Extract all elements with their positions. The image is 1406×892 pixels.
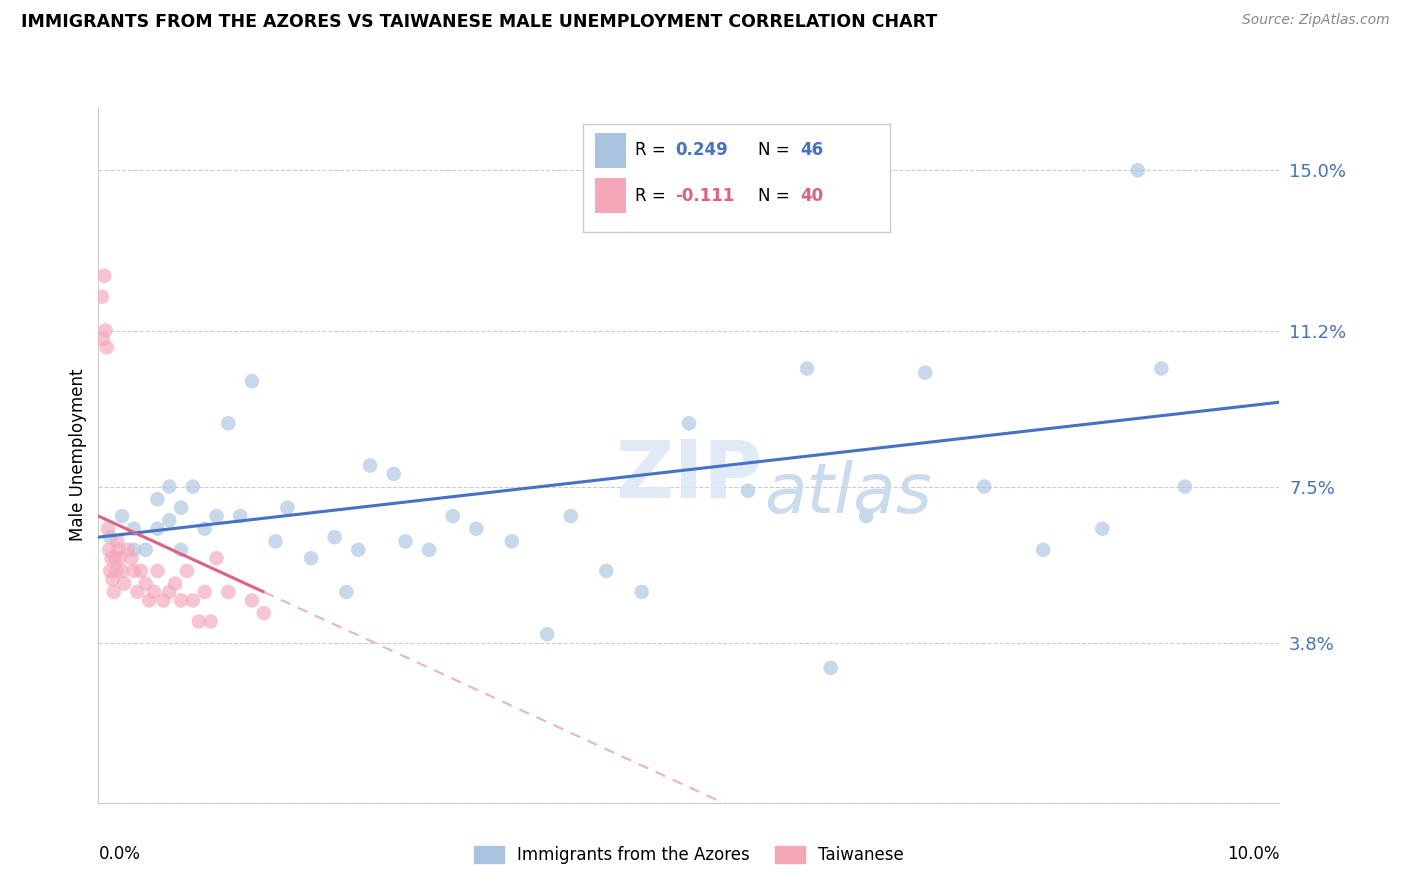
- Point: [98, 542, 121, 557]
- Point: [122, 564, 145, 578]
- Text: Source: ZipAtlas.com: Source: ZipAtlas.com: [1241, 13, 1389, 28]
- Point: [187, 615, 209, 629]
- Point: [595, 564, 617, 578]
- Point: [299, 551, 322, 566]
- Point: [347, 542, 370, 557]
- Point: [98, 564, 121, 578]
- Point: [152, 593, 174, 607]
- Point: [146, 492, 169, 507]
- Point: [122, 542, 145, 557]
- Point: [973, 479, 995, 493]
- Point: [127, 585, 149, 599]
- Point: [240, 593, 263, 607]
- Point: [103, 585, 125, 599]
- Point: [630, 585, 652, 599]
- Point: [1091, 522, 1114, 536]
- Point: [1126, 163, 1149, 178]
- Point: [135, 542, 157, 557]
- Point: [194, 522, 217, 536]
- Point: [441, 509, 464, 524]
- Point: [536, 627, 558, 641]
- Text: ZIP: ZIP: [616, 437, 762, 515]
- Point: [181, 479, 204, 493]
- Point: [323, 530, 346, 544]
- Point: [205, 509, 228, 524]
- Point: [142, 585, 165, 599]
- Point: [117, 542, 139, 557]
- Point: [217, 585, 239, 599]
- Point: [165, 576, 187, 591]
- Point: [157, 479, 180, 493]
- Point: [737, 483, 759, 498]
- Point: [501, 534, 523, 549]
- Point: [146, 564, 169, 578]
- Point: [1032, 542, 1054, 557]
- Text: 10.0%: 10.0%: [1227, 845, 1279, 863]
- Point: [465, 522, 488, 536]
- Point: [253, 606, 276, 620]
- Point: [217, 417, 239, 431]
- Point: [105, 564, 128, 578]
- Point: [1150, 361, 1173, 376]
- Point: [98, 530, 121, 544]
- Point: [418, 542, 440, 557]
- Y-axis label: Male Unemployment: Male Unemployment: [69, 368, 87, 541]
- Point: [560, 509, 582, 524]
- Point: [181, 593, 204, 607]
- Point: [200, 615, 222, 629]
- Point: [194, 585, 217, 599]
- Point: [240, 374, 263, 388]
- Point: [96, 340, 118, 354]
- Point: [94, 324, 117, 338]
- Point: [264, 534, 287, 549]
- Point: [93, 268, 115, 283]
- Point: [104, 551, 127, 566]
- Point: [97, 522, 120, 536]
- Point: [170, 593, 193, 607]
- Point: [146, 522, 169, 536]
- Point: [157, 513, 180, 527]
- Point: [121, 551, 143, 566]
- Point: [394, 534, 416, 549]
- Point: [129, 564, 152, 578]
- Point: [100, 551, 122, 566]
- Point: [382, 467, 405, 481]
- Point: [122, 522, 145, 536]
- Point: [105, 534, 128, 549]
- Point: [135, 576, 157, 591]
- Point: [111, 564, 134, 578]
- Point: [91, 332, 114, 346]
- Point: [855, 509, 877, 524]
- Text: atlas: atlas: [765, 459, 932, 526]
- Point: [111, 509, 134, 524]
- Point: [820, 661, 842, 675]
- Legend: Immigrants from the Azores, Taiwanese: Immigrants from the Azores, Taiwanese: [467, 839, 911, 871]
- Text: 0.0%: 0.0%: [98, 845, 141, 863]
- Point: [229, 509, 252, 524]
- Point: [914, 366, 936, 380]
- Point: [359, 458, 381, 473]
- Point: [170, 542, 193, 557]
- Point: [678, 417, 700, 431]
- Point: [157, 585, 180, 599]
- Point: [101, 572, 124, 586]
- Point: [335, 585, 357, 599]
- Point: [205, 551, 228, 566]
- Point: [91, 290, 114, 304]
- Point: [276, 500, 298, 515]
- Point: [112, 576, 135, 591]
- Point: [108, 551, 131, 566]
- Point: [170, 500, 193, 515]
- Point: [1174, 479, 1197, 493]
- Point: [138, 593, 160, 607]
- Point: [176, 564, 198, 578]
- Point: [107, 542, 129, 557]
- Point: [796, 361, 818, 376]
- Text: IMMIGRANTS FROM THE AZORES VS TAIWANESE MALE UNEMPLOYMENT CORRELATION CHART: IMMIGRANTS FROM THE AZORES VS TAIWANESE …: [21, 13, 938, 31]
